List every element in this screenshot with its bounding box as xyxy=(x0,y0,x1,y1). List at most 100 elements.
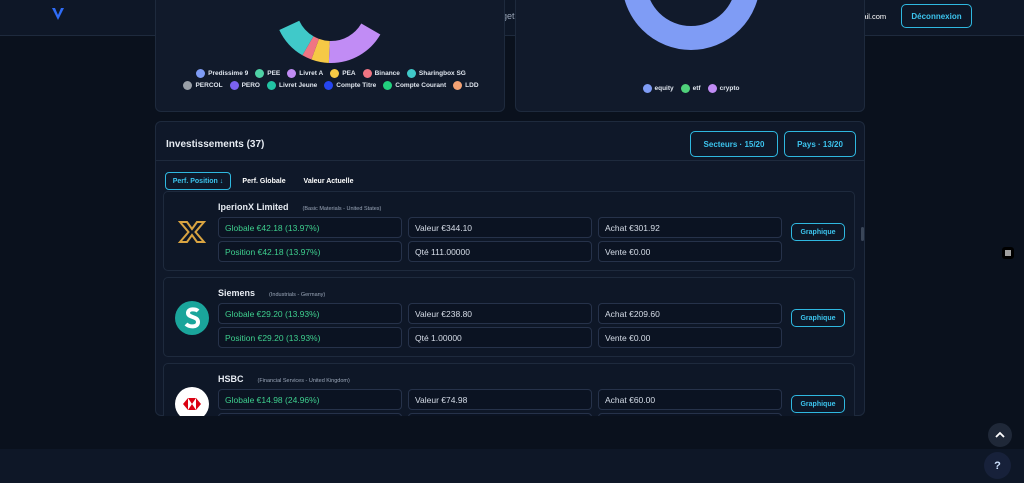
legend-label: PEA xyxy=(342,70,356,77)
side-icon[interactable] xyxy=(1001,246,1015,260)
legend-item[interactable]: Sharingbox SG xyxy=(406,69,466,78)
legend-swatch xyxy=(330,69,340,78)
legend-label: crypto xyxy=(719,85,740,92)
legend-item[interactable]: Predissime 9 xyxy=(196,69,248,78)
help-button[interactable]: ? xyxy=(984,452,1011,479)
item-header: HSBC (Financial Services - United Kingdom… xyxy=(218,374,350,384)
chart-button[interactable]: Graphique xyxy=(791,309,845,327)
company-name: IperionX Limited xyxy=(218,202,289,212)
legend-label: PEE xyxy=(267,70,281,77)
chart-button[interactable]: Graphique xyxy=(791,223,845,241)
accounts-card: Predissime 9 PEE Livret A PEA Binance Sharing… xyxy=(155,0,505,112)
legend-item[interactable]: PEE xyxy=(255,69,280,78)
item-header: IperionX Limited (Basic Materials - Unite… xyxy=(218,202,381,212)
legend-swatch xyxy=(362,69,372,78)
investment-list: IperionX Limited (Basic Materials - Unite… xyxy=(163,191,855,416)
legend-swatch xyxy=(406,69,416,78)
legend-swatch xyxy=(453,81,463,90)
legend-swatch xyxy=(255,69,265,78)
legend-item[interactable]: PEA xyxy=(330,69,356,78)
value-field: Achat €209.60 xyxy=(598,303,782,324)
chart-button[interactable]: Graphique xyxy=(791,395,845,413)
section-title: Investissements (37) xyxy=(166,139,265,150)
accounts-legend: Predissime 9 PEE Livret A PEA Binance Sharing… xyxy=(176,69,486,90)
legend-item[interactable]: etf xyxy=(680,84,701,93)
value-field: Vente €0.00 xyxy=(598,327,782,348)
legend-item[interactable]: Livret A xyxy=(287,69,323,78)
legend-label: PERCOL xyxy=(195,82,223,89)
logout-button[interactable]: Déconnexion xyxy=(901,4,972,28)
value-field: Position €29.20 (13.93%) xyxy=(218,327,402,348)
legend-swatch xyxy=(229,81,239,90)
scrollbar[interactable] xyxy=(861,227,864,241)
filter-button[interactable]: Secteurs · 15/20 xyxy=(690,131,778,157)
value-field xyxy=(598,413,782,416)
investment-item: IperionX Limited (Basic Materials - Unite… xyxy=(163,191,855,271)
legend-label: Compte Courant xyxy=(395,82,447,89)
logo[interactable] xyxy=(51,7,65,21)
navbar: Tableau de BordComptesInvestissementsBud… xyxy=(0,0,1024,36)
value-field: Achat €60.00 xyxy=(598,389,782,410)
accounts-donut xyxy=(274,0,388,63)
types-legend: equity etf crypto xyxy=(536,84,846,93)
company-logo xyxy=(175,387,209,416)
value-field: Vente €0.00 xyxy=(598,241,782,262)
value-field: Qté 111.00000 xyxy=(408,241,592,262)
company-sector: (Industrials - Germany) xyxy=(269,292,326,298)
legend-item[interactable]: LDD xyxy=(453,81,479,90)
legend-label: Predissime 9 xyxy=(208,70,249,77)
company-name: Siemens xyxy=(218,288,256,298)
company-logo xyxy=(175,215,209,249)
investment-item: HSBC (Financial Services - United Kingdom… xyxy=(163,363,855,416)
legend-swatch xyxy=(642,84,652,93)
footer xyxy=(0,449,1024,483)
value-field: Valeur €74.98 xyxy=(408,389,592,410)
legend-swatch xyxy=(680,84,690,93)
investment-item: Siemens (Industrials - Germany) Globale €2… xyxy=(163,277,855,357)
value-field: Globale €29.20 (13.93%) xyxy=(218,303,402,324)
legend-label: PERO xyxy=(241,82,260,89)
value-field xyxy=(408,413,592,416)
value-field: Valeur €344.10 xyxy=(408,217,592,238)
legend-item[interactable]: Livret Jeune xyxy=(266,81,318,90)
legend-item[interactable]: PERCOL xyxy=(183,81,223,90)
legend-swatch xyxy=(324,81,334,90)
legend-swatch xyxy=(266,81,276,90)
company-sector: (Financial Services - United Kingdom) xyxy=(257,378,350,384)
legend-item[interactable]: crypto xyxy=(707,84,740,93)
types-card: equity etf crypto xyxy=(515,0,865,112)
company-logo xyxy=(175,301,209,335)
legend-label: Compte Titre xyxy=(336,82,377,89)
value-field: Qté 1.00000 xyxy=(408,327,592,348)
legend-swatch xyxy=(383,81,393,90)
legend-label: Sharingbox SG xyxy=(418,70,466,77)
value-field xyxy=(218,413,402,416)
filter-button[interactable]: Pays · 13/20 xyxy=(784,131,856,157)
value-field: Globale €14.98 (24.96%) xyxy=(218,389,402,410)
investments-card: IperionX Limited (Basic Materials - Unite… xyxy=(155,121,865,416)
legend-label: LDD xyxy=(465,82,479,89)
legend-label: etf xyxy=(692,85,701,92)
company-sector: (Basic Materials - United States) xyxy=(302,206,382,212)
legend-item[interactable]: PERO xyxy=(229,81,260,90)
legend-label: equity xyxy=(654,85,674,92)
legend-item[interactable]: Binance xyxy=(362,69,400,78)
sort-tab[interactable]: Perf. Globale xyxy=(242,177,286,185)
company-name: HSBC xyxy=(218,374,244,384)
legend-item[interactable]: Compte Titre xyxy=(324,81,376,90)
legend-item[interactable]: Compte Courant xyxy=(383,81,446,90)
value-field: Achat €301.92 xyxy=(598,217,782,238)
legend-swatch xyxy=(196,69,206,78)
sort-tab[interactable]: Valeur Actuelle xyxy=(303,177,354,185)
item-header: Siemens (Industrials - Germany) xyxy=(218,288,325,298)
scroll-top-button[interactable] xyxy=(988,423,1012,447)
value-field: Globale €42.18 (13.97%) xyxy=(218,217,402,238)
legend-swatch xyxy=(287,69,297,78)
divider xyxy=(156,160,864,161)
legend-item[interactable]: equity xyxy=(642,84,674,93)
legend-label: Livret Jeune xyxy=(278,82,318,89)
value-field: Valeur €238.80 xyxy=(408,303,592,324)
legend-label: Binance xyxy=(374,70,400,77)
sort-tab[interactable]: Perf. Position ↓ xyxy=(165,172,231,190)
